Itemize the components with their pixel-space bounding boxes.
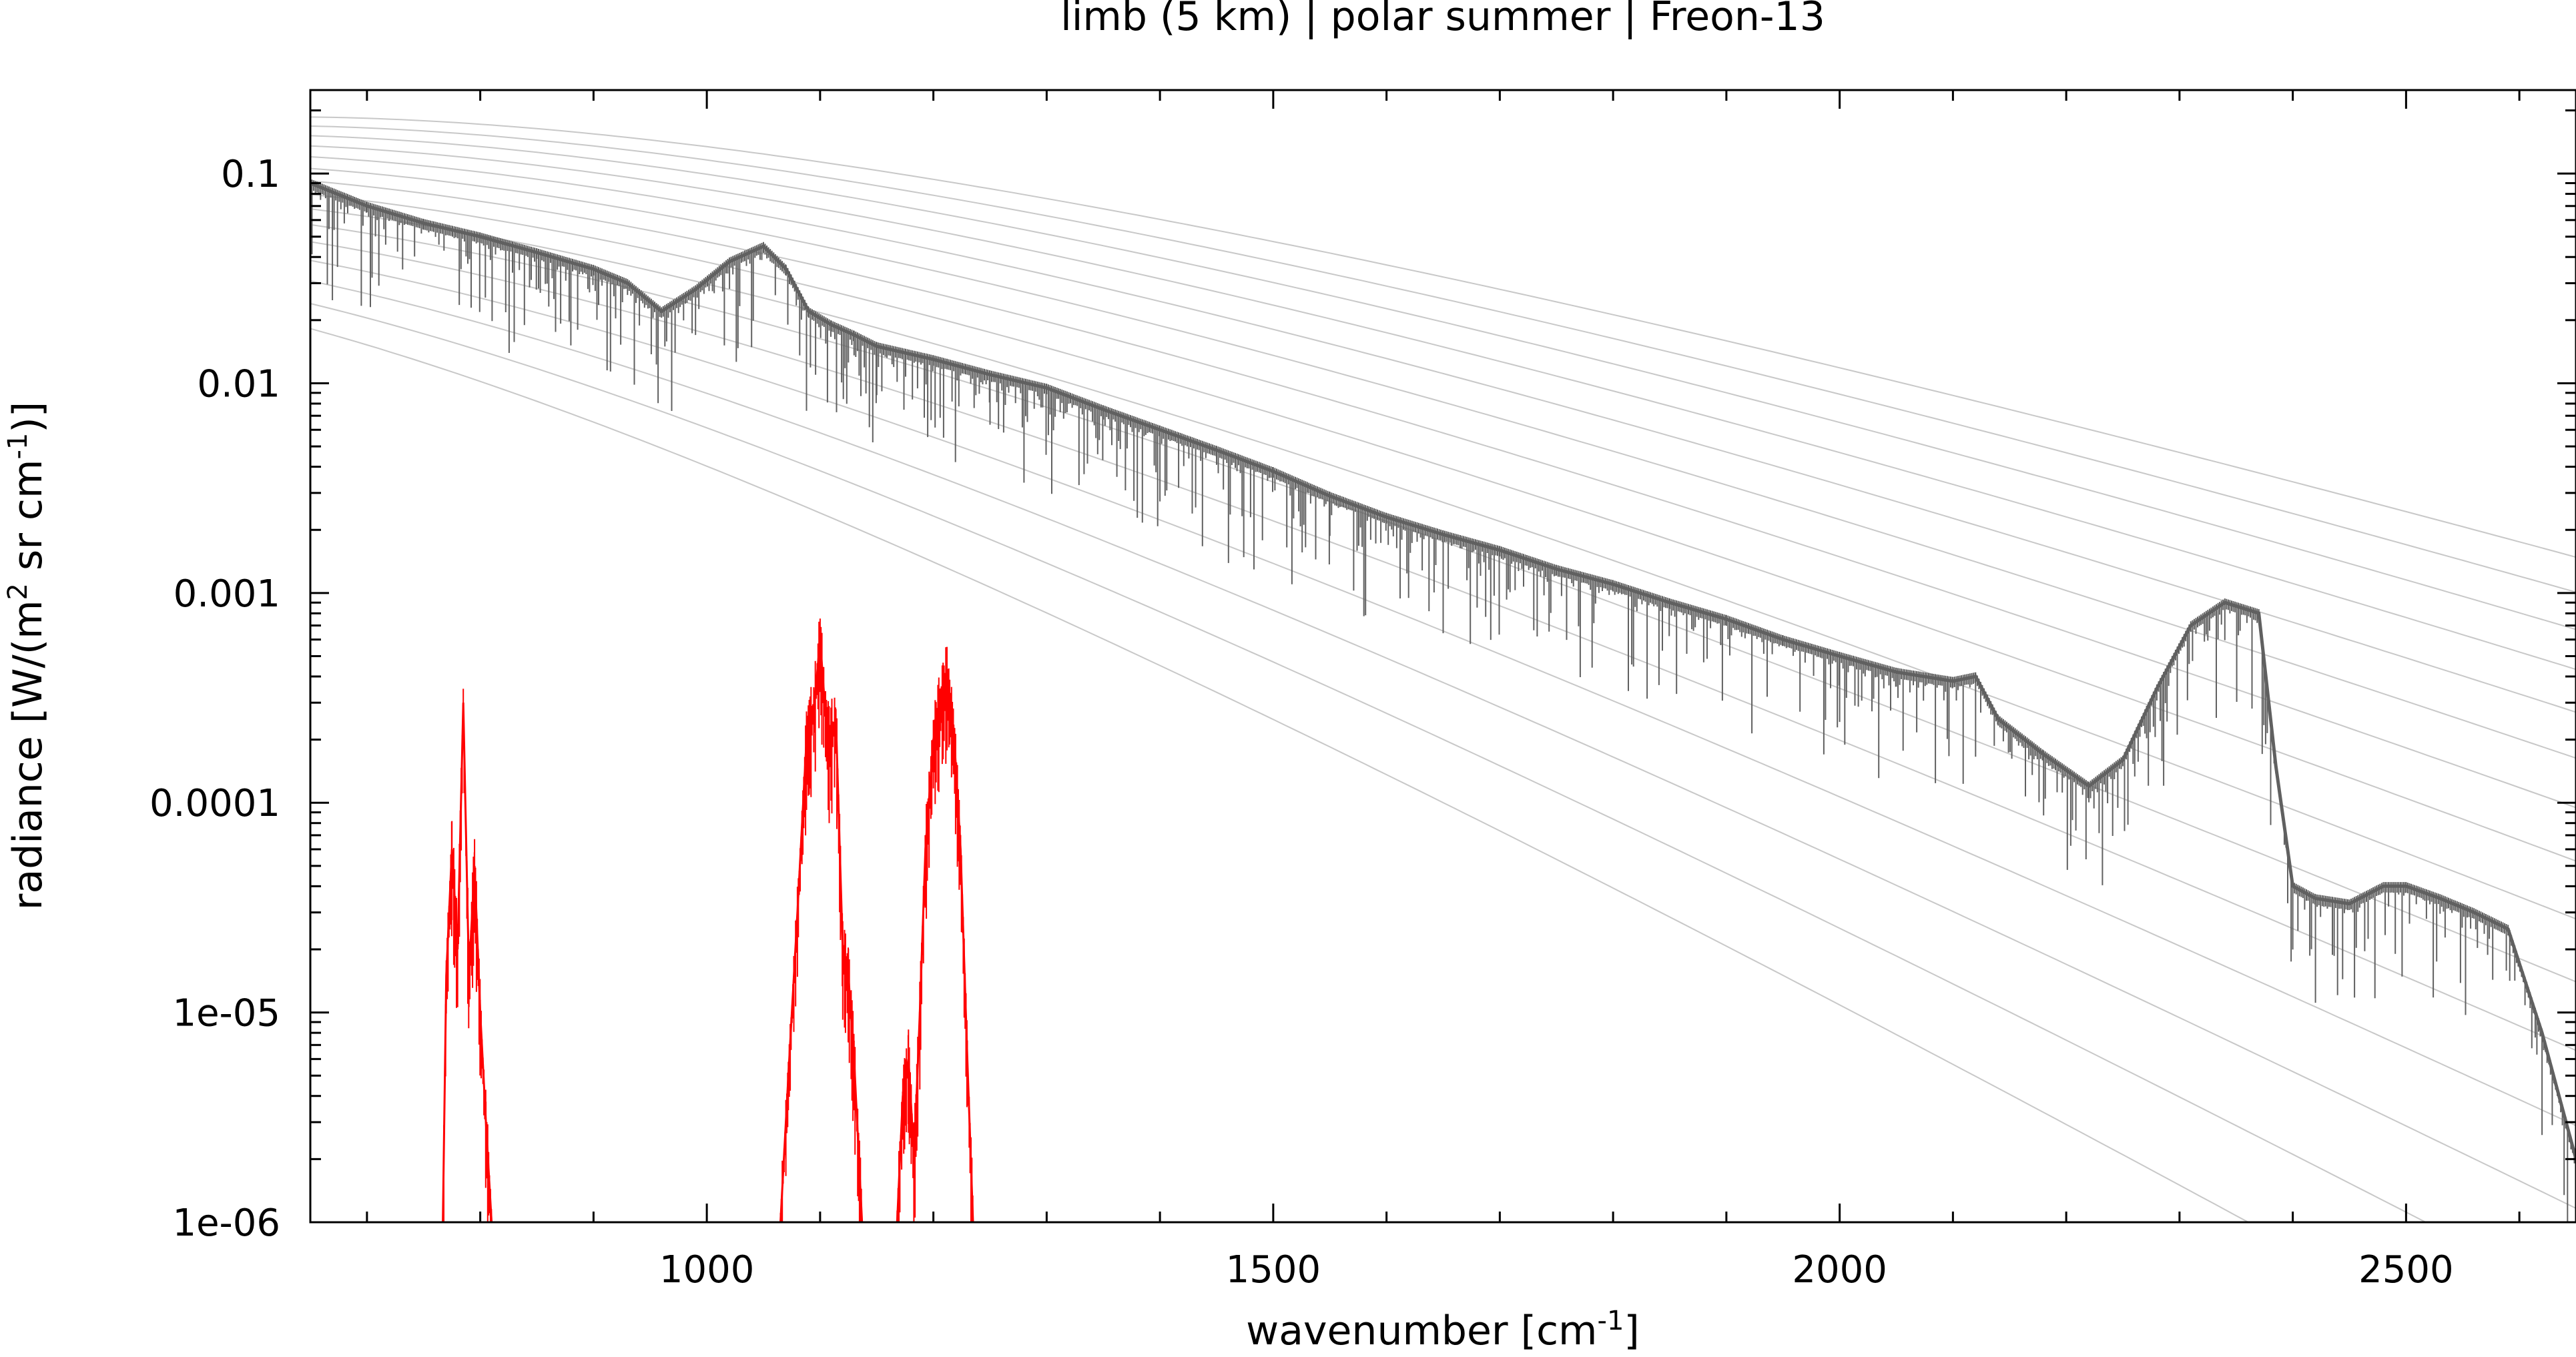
y-axis-title-superscript2: -1: [3, 433, 33, 460]
x-axis-title-tail: ]: [1624, 1308, 1639, 1354]
target-band: [896, 676, 974, 1222]
target-band-texture: [896, 646, 974, 1222]
y-axis-title-part3: )]: [5, 402, 51, 433]
target-band: [442, 703, 493, 1222]
chart-title: limb (5 km) | polar summer | Freon-13: [1060, 0, 1825, 40]
planck-curve: [310, 145, 2576, 670]
y-axis-title: radiance [W/(m2 sr cm-1)]: [3, 402, 51, 910]
y-tick-label: 0.001: [174, 572, 280, 616]
x-axis-ticks: 1000 1500 2000 2500: [366, 90, 2521, 1292]
spectrum-line-texture: [310, 179, 2575, 1222]
background-spectrum: [310, 179, 2576, 1222]
x-tick-label: 1500: [1226, 1248, 1321, 1292]
x-tick-label: 2500: [2358, 1248, 2454, 1292]
planck-curve: [310, 208, 2576, 920]
y-axis-title-superscript1: 2: [3, 583, 33, 600]
y-tick-label: 0.01: [197, 362, 280, 406]
planck-curve: [310, 125, 2576, 593]
planck-curve: [310, 193, 2576, 862]
y-tick-label: 0.1: [221, 153, 280, 196]
planck-curve: [310, 180, 2576, 809]
y-tick-label: 1e-05: [172, 992, 280, 1035]
x-tick-label: 1000: [659, 1248, 755, 1292]
target-gas-spectrum: [442, 618, 974, 1222]
x-tick-label: 2000: [1792, 1248, 1887, 1292]
spectrum-line: [310, 181, 2576, 1160]
planck-curve: [310, 328, 2250, 1222]
spectrum-series: [310, 179, 2576, 1222]
planck-curve: [310, 116, 2576, 558]
y-axis-title-part1: radiance [W/(m: [5, 600, 51, 910]
x-axis-title-superscript: -1: [1598, 1306, 1624, 1336]
y-axis-title-part2: sr cm: [5, 459, 51, 583]
x-axis-title: wavenumber [cm-1]: [1246, 1306, 1640, 1354]
target-band: [779, 639, 864, 1222]
target-band-texture: [442, 689, 493, 1222]
planck-curve: [310, 280, 2576, 1210]
planck-curve: [310, 303, 2428, 1222]
planck-curve: [310, 167, 2576, 759]
x-axis-title-main: wavenumber [cm: [1246, 1308, 1597, 1354]
target-band-texture: [779, 618, 862, 1222]
planck-curve: [310, 156, 2576, 713]
y-tick-label: 0.0001: [149, 782, 280, 825]
planck-curve: [310, 135, 2576, 630]
y-tick-label: 1e-06: [172, 1202, 280, 1245]
y-axis-ticks: 0.1 0.01 0.001 0.0001 1e-05 1e-06: [149, 109, 2576, 1245]
